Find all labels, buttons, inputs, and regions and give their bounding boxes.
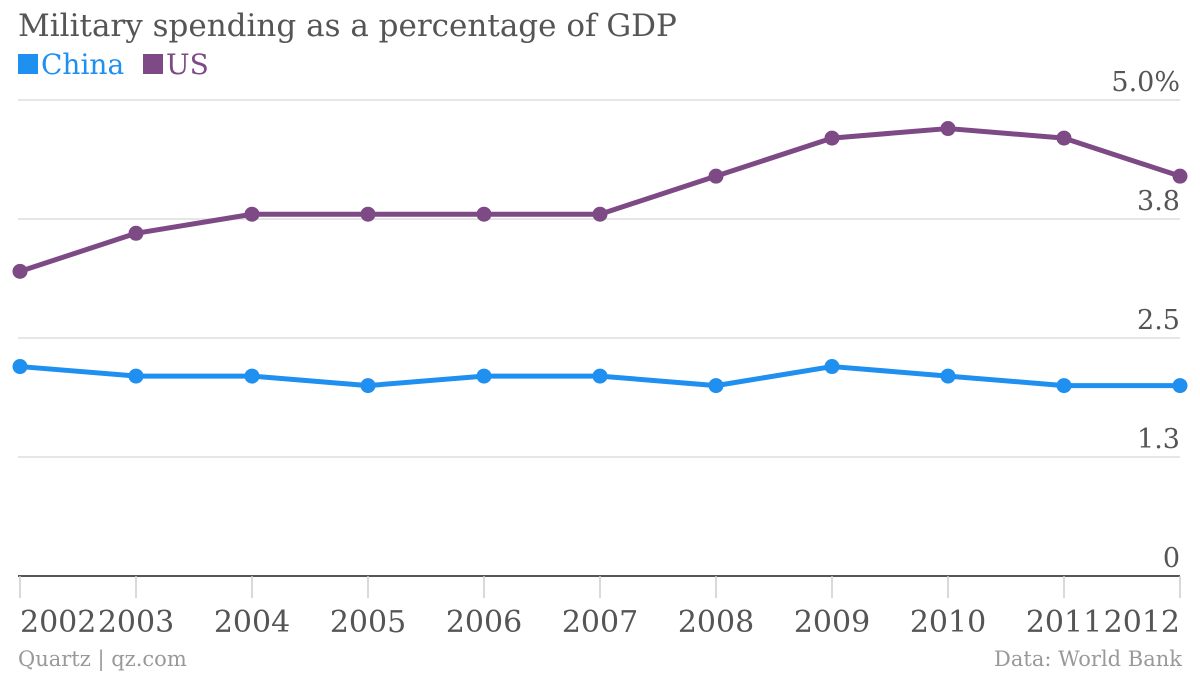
data-point-china xyxy=(476,368,492,384)
data-point-china xyxy=(12,359,28,375)
y-tick-label: 2.5 xyxy=(1137,305,1180,336)
y-tick-label: 5.0% xyxy=(1111,67,1180,98)
x-tick-label: 2004 xyxy=(214,605,290,640)
x-tick-label: 2011 xyxy=(1026,605,1102,640)
legend-label-china: China xyxy=(41,48,125,81)
y-tick-label: 1.3 xyxy=(1137,424,1180,455)
data-point-us xyxy=(1056,130,1072,146)
footer-source: Data: World Bank xyxy=(994,647,1182,671)
y-tick-label: 3.8 xyxy=(1137,186,1180,217)
x-tick-label: 2003 xyxy=(98,605,174,640)
data-point-us xyxy=(244,206,260,222)
data-point-us xyxy=(360,206,376,222)
data-point-us xyxy=(1172,168,1188,184)
chart-title: Military spending as a percentage of GDP xyxy=(18,8,677,44)
data-point-china xyxy=(1056,378,1072,394)
x-tick-label: 2008 xyxy=(678,605,754,640)
data-point-us xyxy=(476,206,492,222)
data-point-us xyxy=(128,225,144,241)
data-point-china xyxy=(244,368,260,384)
data-point-us xyxy=(708,168,724,184)
legend: China US xyxy=(18,48,219,81)
data-point-china xyxy=(592,368,608,384)
data-point-china xyxy=(1172,378,1188,394)
y-tick-label: 0 xyxy=(1163,543,1180,574)
legend-label-us: US xyxy=(166,48,209,81)
data-point-china xyxy=(128,368,144,384)
data-point-china xyxy=(360,378,376,394)
legend-item-us: US xyxy=(143,48,209,81)
legend-swatch-china xyxy=(18,54,38,74)
data-point-china xyxy=(824,359,840,375)
data-point-us xyxy=(824,130,840,146)
legend-item-china: China xyxy=(18,48,124,81)
x-tick-label: 2007 xyxy=(562,605,638,640)
data-point-china xyxy=(708,378,724,394)
x-tick-label: 2009 xyxy=(794,605,870,640)
x-tick-label: 2002 xyxy=(20,605,96,640)
series-line-us xyxy=(17,126,1183,274)
x-tick-label: 2010 xyxy=(910,605,986,640)
x-tick-label: 2005 xyxy=(330,605,406,640)
x-tick-label: 2012 xyxy=(1104,605,1180,640)
data-point-us xyxy=(12,263,28,279)
x-tick-label: 2006 xyxy=(446,605,522,640)
data-point-us xyxy=(940,121,956,137)
data-point-us xyxy=(592,206,608,222)
data-point-china xyxy=(940,368,956,384)
legend-swatch-us xyxy=(143,54,164,74)
footer-credit: Quartz | qz.com xyxy=(18,647,187,671)
